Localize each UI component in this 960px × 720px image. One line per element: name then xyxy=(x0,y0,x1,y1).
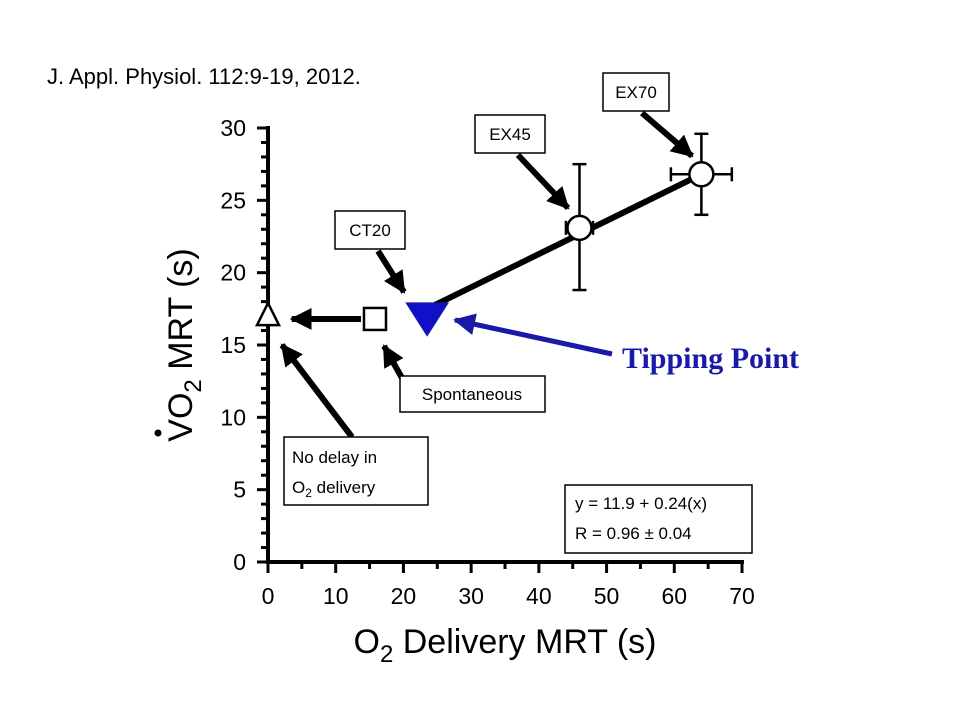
tipping-point-label: Tipping Point xyxy=(622,342,799,375)
ex70-label-box: EX70 xyxy=(602,72,670,112)
x-tick-label: 70 xyxy=(729,583,755,609)
no-delay-marker xyxy=(254,300,282,327)
ct20-label-box: CT20 xyxy=(334,210,406,250)
x-tick-label: 60 xyxy=(661,583,687,609)
error-bars-layer xyxy=(564,132,734,292)
y-axis-title-group: VO2 MRT (s) xyxy=(162,248,207,441)
spontaneous-label-box: Spontaneous xyxy=(399,375,546,413)
x-axis-ticks: 0 10 20 30 40 50 60 70 xyxy=(262,562,755,609)
no-delay-label-frame xyxy=(283,436,429,506)
ex45-arrow xyxy=(515,152,571,211)
ct20-arrow xyxy=(375,249,407,294)
y-axis-title-subscript: 2 xyxy=(180,379,207,392)
ex70-marker xyxy=(688,161,715,188)
x-axis-title: O2 Delivery MRT (s) xyxy=(353,623,656,668)
no-delay-label-box: No delay in O2 delivery xyxy=(283,436,429,506)
ex45-marker xyxy=(566,214,593,242)
ex70-label: EX70 xyxy=(615,83,657,102)
y-tick-label: 0 xyxy=(233,549,246,575)
no-delay-label-line2: O2 delivery xyxy=(292,478,376,500)
ex70-arrow xyxy=(640,110,694,159)
no-delay-subscript: 2 xyxy=(305,486,312,500)
annotation-arrows xyxy=(279,110,694,439)
y-axis-title-rest: MRT (s) xyxy=(162,248,200,379)
x-axis-title-rest: Delivery MRT (s) xyxy=(393,623,656,661)
x-tick-label: 30 xyxy=(458,583,484,609)
y-tick-label: 5 xyxy=(233,477,246,503)
ct20-marker xyxy=(405,302,450,337)
ex45-label-frame xyxy=(474,114,546,154)
spontaneous-marker xyxy=(362,306,388,332)
x-tick-label: 50 xyxy=(594,583,620,609)
citation: J. Appl. Physiol. 112:9-19, 2012. xyxy=(47,64,361,89)
y-tick-label: 25 xyxy=(220,187,246,213)
correlation-line: R = 0.96 ± 0.04 xyxy=(575,524,692,543)
ex45-label-box: EX45 xyxy=(474,114,546,154)
spontaneous-label-frame xyxy=(399,375,546,413)
equation-frame xyxy=(564,484,753,554)
data-markers-layer xyxy=(254,161,715,337)
regression-line xyxy=(425,171,703,312)
x-tick-label: 10 xyxy=(323,583,349,609)
y-axis-title: VO2 MRT (s) xyxy=(162,248,207,441)
y-tick-label: 15 xyxy=(220,332,246,358)
no-delay-label-line1: No delay in xyxy=(292,448,377,467)
dot-over-v xyxy=(154,429,162,437)
y-axis-ticks: 0 5 10 15 20 25 30 xyxy=(220,115,268,575)
y-tick-label: 20 xyxy=(220,260,246,286)
ct20-label: CT20 xyxy=(349,221,391,240)
ex45-label: EX45 xyxy=(489,125,531,144)
y-tick-label: 10 xyxy=(220,404,246,430)
regression-layer xyxy=(425,171,703,312)
no-delay-rest: delivery xyxy=(312,478,376,497)
x-tick-label: 20 xyxy=(391,583,417,609)
x-axis-title-subscript: 2 xyxy=(380,641,393,668)
y-axis-title-main: VO xyxy=(162,393,200,442)
spontaneous-label: Spontaneous xyxy=(422,385,522,404)
ex70-label-frame xyxy=(602,72,670,112)
x-tick-label: 0 xyxy=(262,583,275,609)
tipping-point-arrow xyxy=(453,313,613,357)
no-delay-o: O xyxy=(292,478,305,497)
equation-box: y = 11.9 + 0.24(x) R = 0.96 ± 0.04 xyxy=(564,484,753,554)
no-delay-arrow xyxy=(279,343,355,439)
equation-line: y = 11.9 + 0.24(x) xyxy=(575,494,707,513)
x-tick-label: 40 xyxy=(526,583,552,609)
ct20-label-frame xyxy=(334,210,406,250)
spontaneous-arrow xyxy=(381,344,405,380)
x-axis-title-main: O xyxy=(353,623,379,661)
y-tick-label: 30 xyxy=(220,115,246,141)
